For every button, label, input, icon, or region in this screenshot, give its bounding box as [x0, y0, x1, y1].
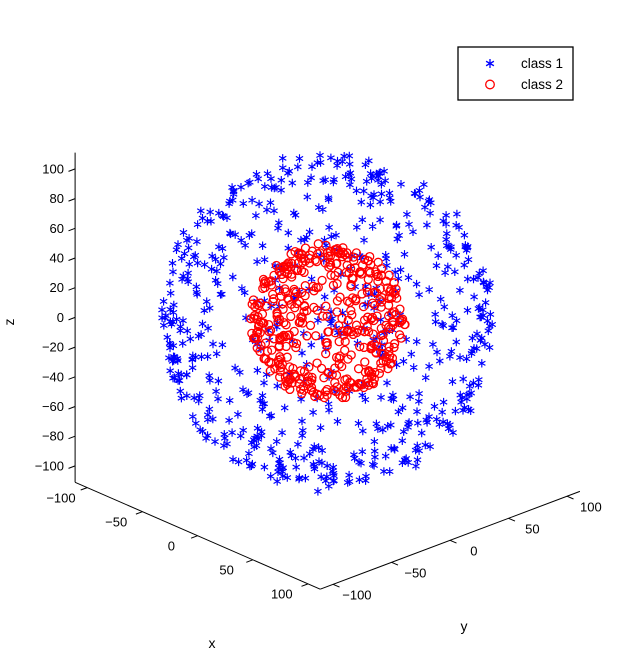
series-class-2-points	[246, 239, 410, 403]
legend-label-class-2: class 2	[521, 77, 563, 92]
series-class-1-points	[158, 151, 497, 496]
svg-text:0: 0	[470, 544, 477, 559]
z-axis-label: z	[1, 319, 17, 326]
x-axis-line	[74, 481, 321, 590]
svg-text:50: 50	[219, 563, 233, 578]
legend-label-class-1: class 1	[521, 56, 563, 71]
svg-text:−100: −100	[35, 458, 64, 473]
y-axis-label: y	[461, 618, 468, 634]
legend-asterisk-icon	[485, 59, 495, 68]
svg-text:−100: −100	[342, 588, 371, 603]
x-axis-label: x	[209, 635, 216, 651]
svg-text:−60: −60	[42, 399, 64, 414]
legend-circle-icon	[485, 79, 495, 90]
svg-text:−50: −50	[404, 566, 426, 581]
svg-text:−40: −40	[42, 369, 64, 384]
svg-text:−50: −50	[105, 515, 127, 530]
svg-text:−20: −20	[42, 340, 64, 355]
svg-text:80: 80	[50, 191, 64, 206]
z-axis-ticks: −100 −80 −60 −40 −20 0 20 40 60 80 100	[35, 161, 76, 473]
y-axis-ticks: −100 −50 0 50 100	[332, 495, 602, 603]
svg-text:60: 60	[50, 221, 64, 236]
svg-text:−100: −100	[46, 490, 75, 505]
svg-text:100: 100	[42, 161, 64, 176]
svg-text:50: 50	[525, 522, 539, 537]
legend-box	[457, 46, 574, 101]
svg-text:100: 100	[580, 500, 602, 515]
svg-text:20: 20	[50, 280, 64, 295]
svg-text:−80: −80	[42, 429, 64, 444]
scatter-points	[158, 151, 497, 496]
svg-text:0: 0	[168, 539, 175, 554]
svg-text:0: 0	[57, 310, 64, 325]
svg-text:40: 40	[50, 251, 64, 266]
svg-text:100: 100	[271, 587, 293, 602]
legend: class 1 class 2	[457, 46, 574, 101]
x-axis-ticks: −100 −50 0 50 100	[46, 487, 309, 602]
